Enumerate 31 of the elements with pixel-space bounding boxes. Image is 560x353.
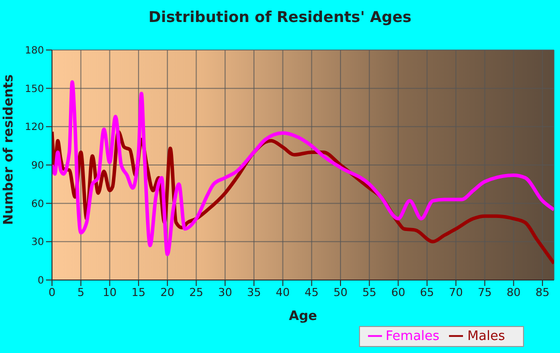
x-tick-label: 70: [448, 286, 463, 299]
y-tick-label: 120: [24, 122, 44, 134]
y-axis-title: Number of residents: [2, 74, 17, 225]
x-tick-label: 50: [334, 286, 348, 299]
y-tick-label: 0: [38, 276, 44, 287]
y-tick-label: 90: [31, 160, 44, 172]
x-tick-label: 40: [276, 286, 290, 299]
line-series: [52, 80, 554, 256]
x-tick-label: 20: [160, 286, 174, 299]
y-tick-label: 30: [31, 237, 44, 248]
y-tick-label: 60: [31, 198, 44, 210]
chart-title: Distribution of Residents' Ages: [148, 8, 412, 26]
x-tick-label: 30: [218, 286, 232, 299]
x-tick-label: 55: [362, 286, 376, 299]
x-tick-label: 25: [189, 286, 204, 299]
y-tick-label: 180: [24, 46, 44, 57]
x-tick-label: 35: [246, 286, 261, 299]
x-tick-label: 60: [391, 286, 406, 299]
x-tick-label: 85: [535, 286, 550, 299]
legend-label: Females: [386, 329, 440, 344]
x-tick-label: 45: [304, 286, 319, 299]
x-tick-label: 65: [420, 286, 434, 299]
x-tick-label: 75: [478, 286, 492, 299]
x-tick-label: 10: [102, 286, 117, 299]
legend-label: Males: [467, 329, 505, 344]
x-tick-label: 15: [132, 286, 146, 299]
x-tick-label: 80: [506, 286, 521, 299]
x-tick-label: 5: [77, 286, 84, 299]
y-tick-label: 150: [24, 84, 44, 95]
x-tick-label: 0: [48, 286, 56, 299]
x-axis-title: Age: [288, 309, 318, 324]
